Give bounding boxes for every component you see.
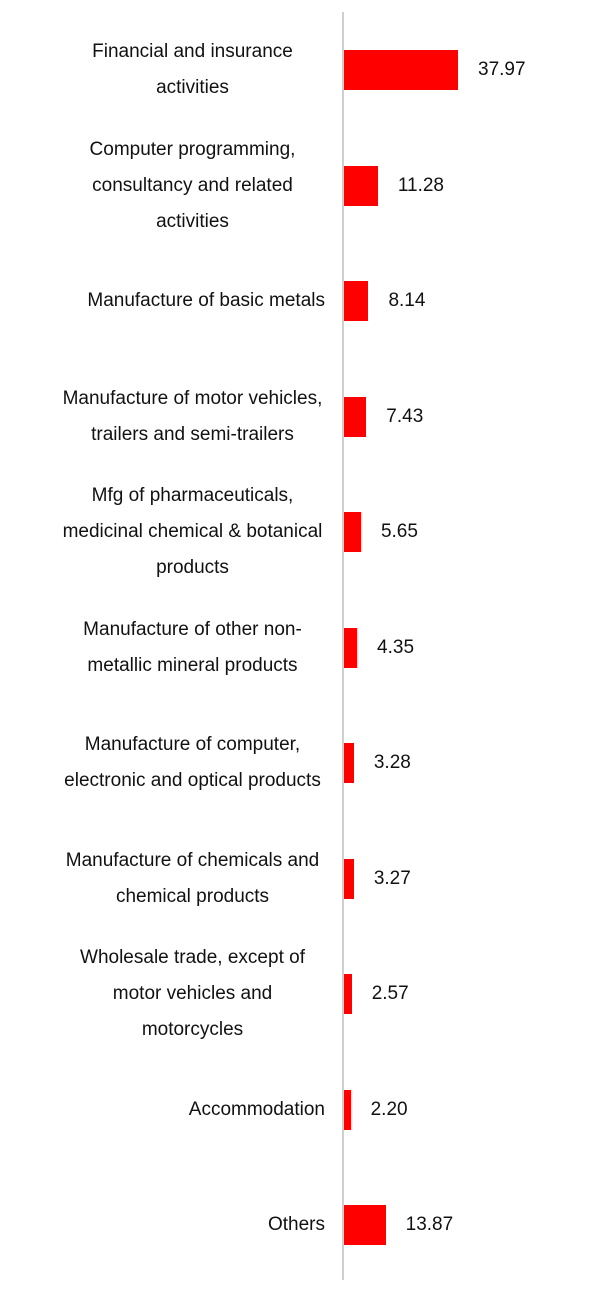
bar [344,743,354,783]
category-label-box: Mfg of pharmaceuticals, medicinal chemic… [30,477,325,587]
bar [344,396,367,437]
value-label: 4.35 [377,636,415,658]
category-label: Wholesale trade, except of motor vehicle… [80,947,305,1040]
category-label: Computer programming, consultancy and re… [89,138,296,232]
category-label-box: Computer programming, consultancy and re… [30,131,325,241]
category-label: Manufacture of motor vehicles, trailers … [62,387,323,445]
axis-line [342,12,344,1280]
bar [344,165,378,206]
category-label-box: Manufacture of basic metals [30,246,325,356]
value-label: 5.65 [380,521,418,542]
category-label-box: Others [30,1170,325,1280]
category-label-box: Accommodation [30,1055,325,1165]
value-label: 3.27 [373,867,411,889]
category-label-box: Manufacture of computer, electronic and … [30,708,325,818]
category-label-box: Wholesale trade, except of motor vehicle… [30,939,325,1049]
category-label: Manufacture of chemicals and chemical pr… [65,849,320,907]
value-label: 7.43 [386,405,424,427]
category-label-box: Manufacture of motor vehicles, trailers … [30,362,325,472]
value-label: 8.14 [388,290,426,311]
bar [344,50,458,90]
category-label-box: Manufacture of other non-metallic minera… [30,593,325,703]
bar [344,858,354,899]
category-label: Manufacture of computer, electronic and … [64,734,321,791]
bar [344,974,352,1014]
bar [344,1205,386,1245]
category-label: Financial and insurance activities [92,41,293,98]
category-label: Manufacture of basic metals [87,290,325,311]
value-label: 13.87 [405,1214,454,1235]
value-label: 3.28 [373,752,411,773]
category-label-box: Manufacture of chemicals and chemical pr… [30,824,325,934]
category-label: Manufacture of other non-metallic minera… [83,618,302,676]
bar [344,1089,351,1130]
category-label-box: Financial and insurance activities [30,15,325,125]
value-label: 2.57 [371,983,409,1004]
category-label: Accommodation [188,1098,325,1120]
category-label: Others [267,1214,325,1235]
value-label: 37.97 [478,59,526,80]
bar [344,627,358,668]
category-label: Mfg of pharmaceuticals, medicinal chemic… [62,485,323,578]
bar [344,281,369,321]
bar [344,512,361,552]
value-label: 2.20 [370,1098,408,1120]
value-label: 11.28 [397,174,444,196]
